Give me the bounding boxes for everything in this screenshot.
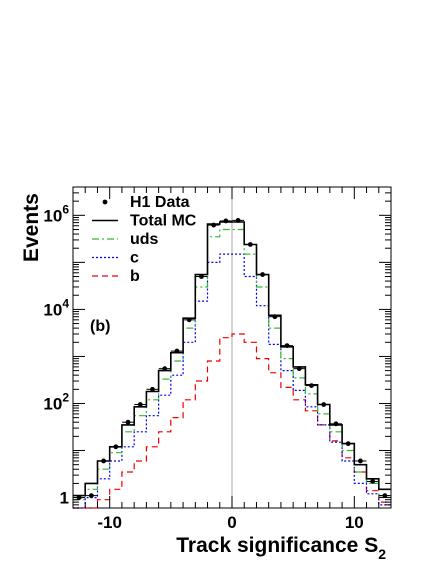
data-point xyxy=(162,366,168,372)
data-point xyxy=(284,343,290,349)
y-tick-label-exponent: 4 xyxy=(62,296,69,310)
legend-label: uds xyxy=(130,231,159,248)
series-c-histogram xyxy=(73,253,391,509)
data-point xyxy=(333,421,339,427)
y-axis-label: Events xyxy=(20,193,43,262)
x-axis-label-main: Track significance S xyxy=(176,534,378,557)
y-tick-label: 106 xyxy=(43,202,69,225)
data-point xyxy=(247,242,253,247)
data-point xyxy=(101,458,106,464)
data-point xyxy=(113,444,119,450)
data-point xyxy=(382,493,388,499)
legend-label: c xyxy=(130,250,139,267)
data-point xyxy=(88,493,94,499)
data-point xyxy=(174,348,180,354)
panel-label: (b) xyxy=(90,318,110,335)
data-point xyxy=(199,274,204,279)
x-tick-label: -10 xyxy=(97,513,122,532)
data-point xyxy=(296,366,302,372)
series-b-histogram xyxy=(73,333,391,509)
x-tick-label: 0 xyxy=(227,513,236,532)
y-tick-label-base: 10 xyxy=(43,394,62,413)
data-point xyxy=(137,402,143,407)
data-point xyxy=(223,218,229,224)
y-tick-label-base: 10 xyxy=(43,300,62,319)
y-tick-label-base: 1 xyxy=(60,489,69,508)
y-tick-label-exponent: 2 xyxy=(62,390,69,404)
x-tick-label: 10 xyxy=(345,513,364,532)
series-uds-histogram xyxy=(73,228,391,501)
data-point xyxy=(186,317,192,323)
data-point xyxy=(321,402,327,407)
data-point xyxy=(370,479,376,484)
data-point xyxy=(272,314,278,320)
data-point xyxy=(211,222,217,228)
data-point xyxy=(150,386,155,392)
y-tick-label-exponent: 6 xyxy=(62,202,69,216)
legend-label: b xyxy=(130,268,140,285)
y-tick-label: 1 xyxy=(60,489,69,508)
data-point xyxy=(235,217,241,223)
data-point xyxy=(309,383,314,388)
y-tick-label: 104 xyxy=(43,296,69,319)
legend-label: Total MC xyxy=(130,213,197,230)
x-axis-label-subscript: 2 xyxy=(378,546,386,562)
data-point xyxy=(260,272,265,277)
legend-marker-points xyxy=(102,199,108,205)
data-point xyxy=(125,419,131,425)
data-point xyxy=(358,458,363,464)
legend-label: H1 Data xyxy=(130,194,190,211)
data-points-layer xyxy=(73,217,391,500)
x-axis-label: Track significance S2 xyxy=(176,534,386,562)
y-tick-label: 102 xyxy=(43,390,69,413)
data-point xyxy=(345,441,351,447)
y-tick-label-base: 10 xyxy=(43,206,62,225)
